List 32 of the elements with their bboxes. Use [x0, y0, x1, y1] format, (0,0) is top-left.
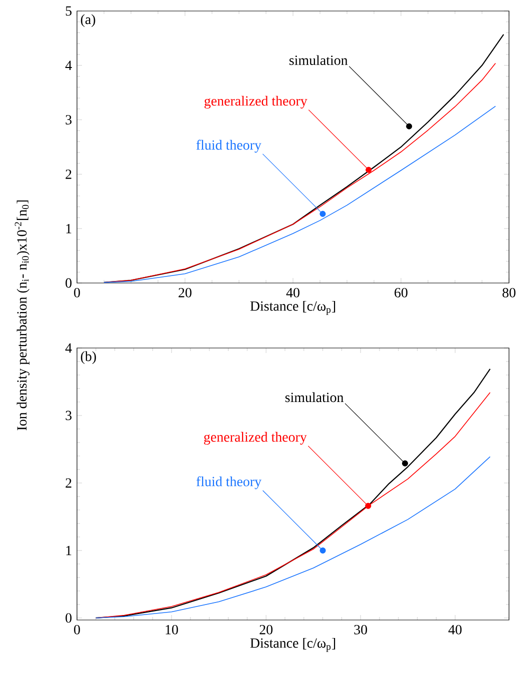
- annotation: generalized theory: [204, 96, 308, 109]
- x-tick-label: 0: [74, 288, 80, 298]
- annotation: fluid theory: [196, 140, 262, 153]
- y-tick-label: 1: [66, 546, 72, 556]
- x-tick-label: 0: [74, 624, 80, 634]
- x-axis-title: Distance [c/ω$_{p}$]: [250, 638, 336, 652]
- y-tick-label: 1: [66, 224, 72, 234]
- x-tick-label: 20: [260, 624, 272, 634]
- annotation: simulation: [289, 55, 348, 66]
- chart-title: (b): [80, 351, 96, 364]
- x-tick-label: 40: [286, 288, 300, 298]
- y-tick-label: 3: [66, 410, 72, 420]
- y-tick-label: 5: [66, 6, 72, 16]
- x-axis-title: Distance [c/ω$_{p}$]: [250, 300, 336, 315]
- y-tick-label: 2: [66, 478, 72, 488]
- x-tick-label: 80: [502, 288, 516, 298]
- x-tick-label: 20: [178, 288, 192, 298]
- y-tick-label: 4: [65, 60, 72, 70]
- y-tick-label: 0: [66, 613, 72, 623]
- x-tick-label: 30: [354, 624, 368, 634]
- y-tick-label: 2: [66, 170, 72, 179]
- y-tick-label: 3: [66, 115, 72, 124]
- y-tick-label: 4: [65, 343, 72, 353]
- x-tick-label: 40: [448, 624, 462, 634]
- y-tick-label: 0: [66, 278, 72, 288]
- annotation: generalized theory: [204, 432, 307, 445]
- annotation: fluid theory: [196, 476, 262, 490]
- text: Ion density perturbation (n$_{i}$- n$_{i0}$)x10$^{-2}$[n$_{0}$]: [14, 200, 30, 430]
- chart-title: (a): [80, 14, 96, 27]
- x-tick-label: 10: [166, 624, 178, 634]
- annotation: simulation: [285, 392, 344, 402]
- x-tick-label: 60: [394, 288, 408, 298]
